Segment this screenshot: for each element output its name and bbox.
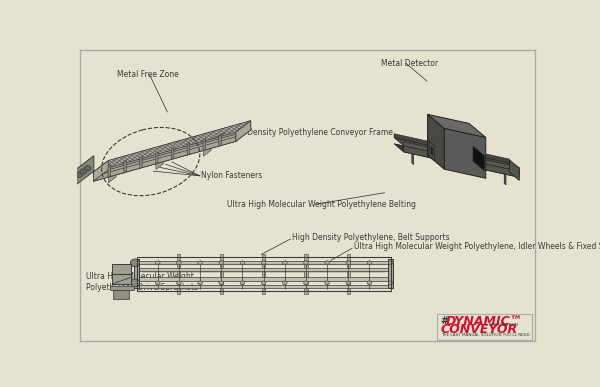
Text: Ultra High Molecular Weight Polyethylene Belting: Ultra High Molecular Weight Polyethylene… xyxy=(227,200,416,209)
Polygon shape xyxy=(77,156,94,184)
Polygon shape xyxy=(108,125,251,170)
Bar xyxy=(137,257,391,291)
Text: CONVEYOR: CONVEYOR xyxy=(441,322,518,336)
Polygon shape xyxy=(412,152,413,164)
Bar xyxy=(347,254,350,295)
Bar xyxy=(110,286,134,290)
Polygon shape xyxy=(236,121,251,141)
Ellipse shape xyxy=(219,281,224,285)
Polygon shape xyxy=(504,172,506,185)
Polygon shape xyxy=(156,154,164,170)
Polygon shape xyxy=(140,156,142,169)
Polygon shape xyxy=(124,161,127,173)
Polygon shape xyxy=(109,168,116,183)
Polygon shape xyxy=(108,121,251,170)
Text: DYNAMIC™: DYNAMIC™ xyxy=(446,315,523,328)
Polygon shape xyxy=(429,141,434,161)
Polygon shape xyxy=(428,114,486,137)
Bar xyxy=(137,260,391,264)
Ellipse shape xyxy=(283,261,287,265)
Bar xyxy=(137,268,391,271)
Ellipse shape xyxy=(367,261,372,265)
Polygon shape xyxy=(203,139,206,151)
Ellipse shape xyxy=(346,261,350,265)
Ellipse shape xyxy=(325,281,329,285)
Text: High Density Polyethylene Conveyor Frame: High Density Polyethylene Conveyor Frame xyxy=(227,128,392,137)
Ellipse shape xyxy=(219,261,224,265)
Polygon shape xyxy=(394,144,519,177)
Polygon shape xyxy=(172,142,175,152)
Ellipse shape xyxy=(304,281,308,285)
Polygon shape xyxy=(94,161,108,181)
Polygon shape xyxy=(509,160,519,180)
Polygon shape xyxy=(108,165,110,178)
Ellipse shape xyxy=(240,281,245,285)
Ellipse shape xyxy=(367,281,372,285)
Ellipse shape xyxy=(84,166,91,171)
Ellipse shape xyxy=(134,261,139,265)
Text: Nylon Fasteners: Nylon Fasteners xyxy=(201,171,262,180)
Text: THE LAST MANUAL SOLUTION YOU’LL NEED: THE LAST MANUAL SOLUTION YOU’LL NEED xyxy=(441,333,529,337)
FancyBboxPatch shape xyxy=(437,314,532,340)
Bar xyxy=(137,285,391,288)
Text: Ultra High Molecular Weight Polyethylene, Idler Wheels & Fixed Shaft: Ultra High Molecular Weight Polyethylene… xyxy=(354,242,600,251)
Ellipse shape xyxy=(388,281,393,285)
Text: Ultra High Molecular Weight
Polyethylene Drive Sprockets: Ultra High Molecular Weight Polyethylene… xyxy=(86,272,198,292)
Polygon shape xyxy=(94,121,251,172)
Bar xyxy=(304,254,308,295)
Ellipse shape xyxy=(388,261,393,265)
Ellipse shape xyxy=(198,261,202,265)
Bar xyxy=(112,264,131,284)
Polygon shape xyxy=(94,137,236,181)
Polygon shape xyxy=(404,146,519,177)
Text: Metal Free Zone: Metal Free Zone xyxy=(116,70,178,79)
Polygon shape xyxy=(473,146,485,171)
Ellipse shape xyxy=(130,259,140,267)
Ellipse shape xyxy=(176,261,181,265)
Ellipse shape xyxy=(240,261,245,265)
Ellipse shape xyxy=(262,261,266,265)
Bar xyxy=(220,254,223,295)
Ellipse shape xyxy=(155,261,160,265)
Polygon shape xyxy=(203,133,206,143)
Polygon shape xyxy=(394,134,434,146)
Polygon shape xyxy=(172,147,174,160)
Polygon shape xyxy=(94,130,251,181)
Polygon shape xyxy=(155,152,158,164)
Polygon shape xyxy=(430,146,433,156)
Polygon shape xyxy=(187,143,190,156)
Ellipse shape xyxy=(346,281,350,285)
Text: #: # xyxy=(441,316,449,326)
Ellipse shape xyxy=(304,261,308,265)
Polygon shape xyxy=(469,150,509,163)
Ellipse shape xyxy=(80,169,87,174)
Bar xyxy=(113,290,129,299)
Ellipse shape xyxy=(130,279,140,287)
Ellipse shape xyxy=(155,281,160,285)
Polygon shape xyxy=(394,137,519,171)
Ellipse shape xyxy=(134,281,139,285)
Polygon shape xyxy=(203,141,211,156)
Bar xyxy=(137,277,391,281)
Ellipse shape xyxy=(176,281,181,285)
Ellipse shape xyxy=(76,172,83,178)
Polygon shape xyxy=(219,134,221,147)
Polygon shape xyxy=(428,114,444,169)
Text: Metal Detector: Metal Detector xyxy=(380,59,438,68)
Ellipse shape xyxy=(325,261,329,265)
Ellipse shape xyxy=(283,281,287,285)
Polygon shape xyxy=(140,151,143,161)
Bar xyxy=(388,259,393,288)
Polygon shape xyxy=(404,142,444,155)
Polygon shape xyxy=(444,128,486,178)
Bar xyxy=(262,254,265,295)
Polygon shape xyxy=(479,158,519,171)
Ellipse shape xyxy=(198,281,202,285)
Text: CORPORATION: CORPORATION xyxy=(489,323,519,327)
Bar xyxy=(134,259,139,288)
Ellipse shape xyxy=(262,281,266,285)
Bar xyxy=(178,254,181,295)
Polygon shape xyxy=(94,132,236,181)
Text: High Density Polyethylene, Belt Supports: High Density Polyethylene, Belt Supports xyxy=(292,233,450,242)
